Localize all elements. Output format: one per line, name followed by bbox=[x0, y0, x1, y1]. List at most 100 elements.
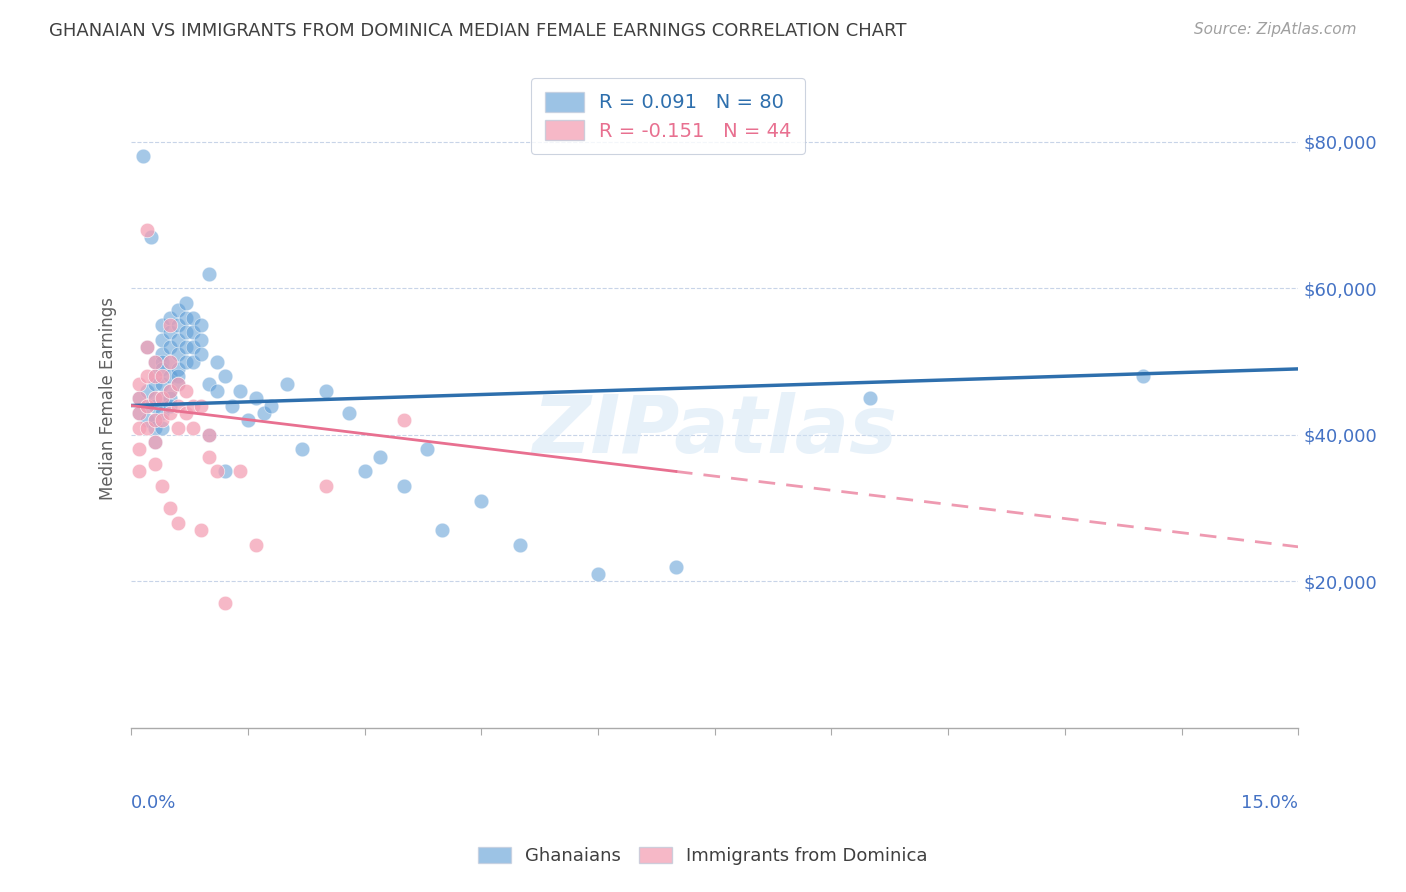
Point bbox=[159, 406, 181, 420]
Point bbox=[167, 376, 190, 391]
Point bbox=[135, 413, 157, 427]
Point bbox=[174, 296, 197, 310]
Point bbox=[236, 413, 259, 427]
Point bbox=[214, 465, 236, 479]
Point bbox=[159, 384, 181, 398]
Legend: Ghanaians, Immigrants from Dominica: Ghanaians, Immigrants from Dominica bbox=[470, 838, 936, 874]
Point bbox=[509, 538, 531, 552]
Point bbox=[150, 347, 173, 361]
Point bbox=[128, 391, 150, 405]
Point bbox=[150, 362, 173, 376]
Point bbox=[214, 596, 236, 610]
Y-axis label: Median Female Earnings: Median Female Earnings bbox=[100, 297, 117, 500]
Point bbox=[143, 376, 166, 391]
Point bbox=[167, 376, 190, 391]
Point bbox=[167, 516, 190, 530]
Point bbox=[143, 369, 166, 384]
Point bbox=[135, 223, 157, 237]
Point bbox=[150, 479, 173, 493]
Point bbox=[190, 399, 212, 413]
Point bbox=[315, 384, 337, 398]
Point bbox=[315, 479, 337, 493]
Text: 0.0%: 0.0% bbox=[131, 794, 177, 812]
Point bbox=[128, 406, 150, 420]
Legend: R = 0.091   N = 80, R = -0.151   N = 44: R = 0.091 N = 80, R = -0.151 N = 44 bbox=[531, 78, 806, 154]
Point bbox=[159, 399, 181, 413]
Point bbox=[190, 347, 212, 361]
Text: 15.0%: 15.0% bbox=[1241, 794, 1298, 812]
Point bbox=[159, 369, 181, 384]
Point bbox=[143, 435, 166, 450]
Point bbox=[167, 362, 190, 376]
Point bbox=[183, 340, 205, 354]
Point bbox=[159, 318, 181, 332]
Point bbox=[174, 406, 197, 420]
Point bbox=[221, 399, 243, 413]
Point bbox=[174, 384, 197, 398]
Point bbox=[150, 420, 173, 434]
Point bbox=[135, 399, 157, 413]
Point bbox=[205, 384, 228, 398]
Point bbox=[159, 310, 181, 325]
Point bbox=[198, 376, 221, 391]
Point bbox=[128, 465, 150, 479]
Point bbox=[143, 413, 166, 427]
Point bbox=[150, 376, 173, 391]
Point bbox=[260, 399, 283, 413]
Point bbox=[174, 310, 197, 325]
Point bbox=[167, 347, 190, 361]
Point bbox=[132, 149, 155, 163]
Point bbox=[229, 384, 252, 398]
Point bbox=[150, 369, 173, 384]
Point bbox=[150, 318, 173, 332]
Point bbox=[128, 376, 150, 391]
Point bbox=[392, 413, 415, 427]
Point bbox=[174, 340, 197, 354]
Point bbox=[205, 354, 228, 368]
Point bbox=[665, 559, 688, 574]
Point bbox=[167, 318, 190, 332]
Point bbox=[128, 420, 150, 434]
Point bbox=[353, 465, 375, 479]
Point bbox=[143, 399, 166, 413]
Point bbox=[183, 310, 205, 325]
Point bbox=[276, 376, 298, 391]
Point bbox=[198, 427, 221, 442]
Point bbox=[135, 340, 157, 354]
Point bbox=[143, 391, 166, 405]
Point bbox=[143, 369, 166, 384]
Point bbox=[167, 303, 190, 318]
Point bbox=[150, 354, 173, 368]
Point bbox=[143, 354, 166, 368]
Point bbox=[198, 450, 221, 464]
Point bbox=[470, 493, 492, 508]
Point bbox=[167, 369, 190, 384]
Point bbox=[143, 457, 166, 471]
Point bbox=[183, 325, 205, 339]
Point bbox=[159, 354, 181, 368]
Point bbox=[174, 354, 197, 368]
Point bbox=[174, 325, 197, 339]
Point bbox=[205, 465, 228, 479]
Point bbox=[368, 450, 391, 464]
Point bbox=[143, 413, 166, 427]
Point bbox=[128, 391, 150, 405]
Text: ZIPatlas: ZIPatlas bbox=[533, 392, 897, 470]
Point bbox=[159, 340, 181, 354]
Point bbox=[183, 354, 205, 368]
Point bbox=[252, 406, 274, 420]
Point bbox=[159, 384, 181, 398]
Text: Source: ZipAtlas.com: Source: ZipAtlas.com bbox=[1194, 22, 1357, 37]
Point bbox=[183, 420, 205, 434]
Point bbox=[190, 318, 212, 332]
Point bbox=[586, 567, 609, 582]
Point bbox=[143, 354, 166, 368]
Point bbox=[214, 369, 236, 384]
Point bbox=[135, 420, 157, 434]
Point bbox=[190, 333, 212, 347]
Point bbox=[135, 384, 157, 398]
Point bbox=[392, 479, 415, 493]
Point bbox=[159, 391, 181, 405]
Point bbox=[198, 267, 221, 281]
Point bbox=[135, 340, 157, 354]
